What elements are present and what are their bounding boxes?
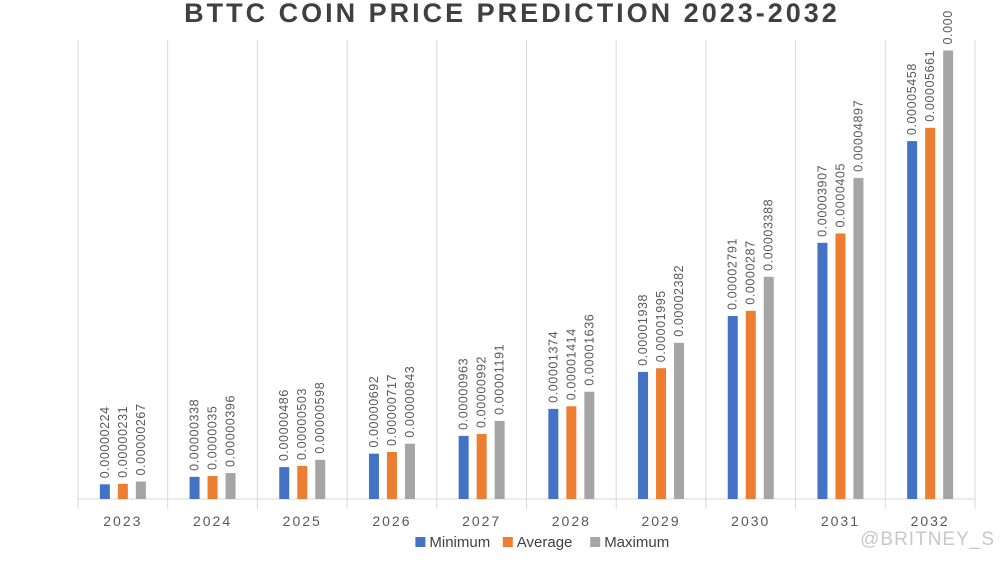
bar <box>925 127 936 499</box>
bar <box>763 276 774 499</box>
legend-label: Average <box>517 534 573 551</box>
value-label: 0.00000843 <box>403 366 417 438</box>
bar <box>476 433 487 499</box>
value-label: 0.00001414 <box>564 328 578 400</box>
bar <box>117 483 128 499</box>
bar <box>297 466 308 499</box>
x-tick-label: 2023 <box>103 513 142 529</box>
bar <box>674 342 685 499</box>
bar <box>458 435 469 499</box>
value-label: 0.0000405 <box>833 163 847 228</box>
bar <box>135 481 146 499</box>
x-tick-label: 2030 <box>731 513 770 529</box>
value-label: 0.00003907 <box>815 165 829 237</box>
legend-swatch <box>502 537 513 547</box>
value-label: 0.00004897 <box>851 100 865 172</box>
bar <box>727 315 738 499</box>
x-tick-label: 2025 <box>283 513 322 529</box>
bar <box>404 443 415 499</box>
value-label: 0.00000717 <box>385 374 399 446</box>
bar <box>638 371 649 499</box>
value-label: 0.00001191 <box>493 344 507 415</box>
x-tick-label: 2029 <box>641 513 680 529</box>
bar <box>494 420 505 499</box>
value-label: 0.00000267 <box>134 403 148 475</box>
bar <box>279 467 290 499</box>
bar <box>907 141 918 499</box>
x-tick-label: 2024 <box>193 513 232 529</box>
legend-swatch <box>590 537 601 547</box>
value-label: 0.00000338 <box>188 399 202 471</box>
value-label: 0.00000224 <box>98 406 112 478</box>
bar <box>817 242 828 499</box>
x-tick-label: 2027 <box>462 513 501 529</box>
value-label: 0.0000287 <box>744 240 758 305</box>
x-tick-label: 2031 <box>821 513 860 529</box>
bar <box>189 476 200 499</box>
value-label: 0.00001995 <box>654 290 668 362</box>
value-label: 0.00001636 <box>582 314 596 386</box>
bar <box>566 406 577 499</box>
value-label: 0.0000035 <box>206 406 220 471</box>
value-label: 0.00000503 <box>295 388 309 460</box>
bar <box>207 476 218 499</box>
bar <box>835 233 846 499</box>
value-label: 0.00000963 <box>457 358 471 430</box>
legend-label: Maximum <box>604 534 669 551</box>
bar <box>315 459 326 499</box>
value-label: 0.00005458 <box>905 63 919 135</box>
bar <box>853 177 864 499</box>
legend-label: Minimum <box>429 534 490 551</box>
value-label: 0.00000692 <box>367 376 381 448</box>
value-label: 0.00000598 <box>313 382 327 454</box>
value-label: 0.00001374 <box>546 331 560 403</box>
value-label: 0.00000992 <box>475 356 489 428</box>
bar <box>368 453 379 499</box>
bar <box>943 50 954 500</box>
legend-swatch <box>415 537 426 547</box>
watermark: @BRITNEY_S <box>860 529 995 550</box>
value-label: 0.00000396 <box>224 395 238 467</box>
bar <box>745 310 756 499</box>
chart-title: BTTC COIN PRICE PREDICTION 2023-2032 <box>184 0 840 28</box>
bar <box>386 451 397 499</box>
bar <box>99 484 110 499</box>
value-label: 0.00001938 <box>636 294 650 366</box>
value-label: 0.00002382 <box>672 265 686 337</box>
value-label: 0.00000486 <box>277 389 291 461</box>
value-label: 0.00003388 <box>762 199 776 271</box>
x-tick-label: 2028 <box>552 513 591 529</box>
bar <box>548 408 559 499</box>
value-label: 0.000 <box>941 10 955 44</box>
bar <box>584 391 595 499</box>
x-tick-label: 2032 <box>911 513 950 529</box>
x-tick-label: 2026 <box>372 513 411 529</box>
value-label: 0.00002791 <box>726 238 740 310</box>
bar <box>656 368 667 499</box>
bar <box>225 473 236 499</box>
value-label: 0.00000231 <box>116 406 130 478</box>
value-label: 0.00005661 <box>923 50 937 122</box>
